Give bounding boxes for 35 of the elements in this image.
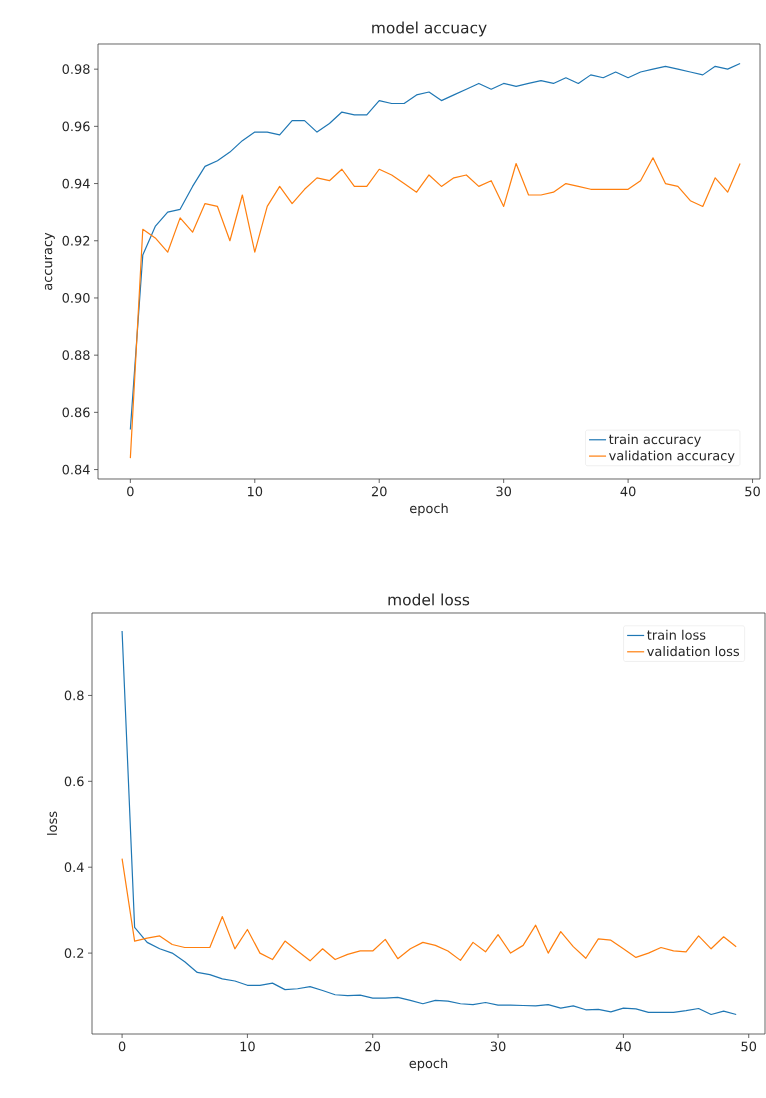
x-tick-label: 30 (490, 1041, 506, 1052)
y-tick-label: 0.2 (64, 948, 84, 958)
legend-label: validation accuracy (609, 450, 735, 463)
y-axis-title: accuracy (44, 232, 55, 290)
y-tick-label: 0.8 (64, 690, 84, 701)
y-tick-label: 0.6 (64, 776, 84, 787)
y-tick-label: 0.92 (62, 235, 90, 246)
x-tick-label: 40 (615, 1041, 631, 1052)
x-tick-label: 0 (127, 486, 134, 497)
y-axis-title: loss (47, 811, 58, 835)
legend-label: train accuracy (608, 434, 701, 447)
x-tick-label: 40 (620, 486, 636, 497)
y-tick-label: 0.90 (62, 293, 90, 303)
line-series (129, 62, 741, 431)
x-tick-label: 10 (240, 1041, 255, 1052)
y-tick-label: 0.96 (62, 121, 90, 132)
chart-title: model loss (388, 593, 470, 606)
x-tick-label: 50 (745, 486, 760, 497)
x-tick-label: 30 (496, 486, 512, 497)
y-tick-label: 0.98 (62, 64, 90, 75)
x-axis-title: epoch (410, 503, 448, 516)
chart-title: model accuacy (372, 21, 487, 37)
x-tick-label: 20 (365, 1041, 381, 1052)
x-tick-label: 20 (371, 486, 387, 497)
legend-label: train loss (647, 629, 706, 640)
y-tick-label: 0.94 (62, 178, 90, 189)
y-tick-label: 0.88 (62, 350, 90, 361)
x-tick-label: 0 (118, 1041, 126, 1052)
x-tick-label: 50 (741, 1041, 757, 1052)
y-tick-label: 0.4 (64, 862, 84, 873)
legend-label: validation loss (647, 646, 740, 657)
y-tick-label: 0.84 (62, 464, 90, 475)
x-axis-title: epoch (409, 1058, 448, 1071)
x-tick-label: 10 (247, 486, 263, 497)
y-tick-label: 0.86 (62, 407, 90, 418)
